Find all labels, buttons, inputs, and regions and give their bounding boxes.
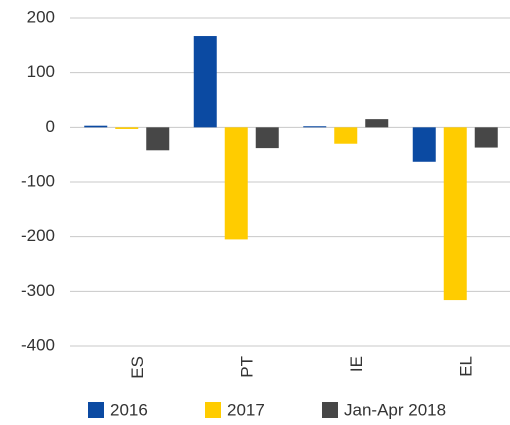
bar (146, 127, 170, 151)
legend-swatch (205, 402, 221, 418)
bar (334, 127, 358, 144)
bar (84, 125, 108, 128)
y-tick-label: -100 (21, 171, 55, 190)
x-tick-label: IE (347, 356, 366, 372)
legend-label: Jan-Apr 2018 (344, 400, 446, 419)
y-tick-label: 0 (46, 117, 55, 136)
bar (115, 127, 139, 129)
bar (412, 127, 436, 162)
legend-label: 2016 (110, 400, 148, 419)
bar (474, 127, 498, 148)
legend-swatch (322, 402, 338, 418)
bar (193, 36, 217, 128)
y-tick-label: -400 (21, 335, 55, 354)
x-tick-label: EL (457, 356, 476, 377)
x-tick-label: PT (238, 356, 257, 378)
bar (224, 127, 248, 240)
y-tick-label: 100 (27, 62, 55, 81)
y-tick-label: -300 (21, 281, 55, 300)
y-tick-label: 200 (27, 7, 55, 26)
bar (365, 119, 389, 128)
bar (443, 127, 467, 301)
legend-swatch (88, 402, 104, 418)
bar (303, 126, 327, 128)
y-tick-label: -200 (21, 226, 55, 245)
bar (255, 127, 279, 149)
legend-label: 2017 (227, 400, 265, 419)
x-tick-label: ES (128, 356, 147, 379)
